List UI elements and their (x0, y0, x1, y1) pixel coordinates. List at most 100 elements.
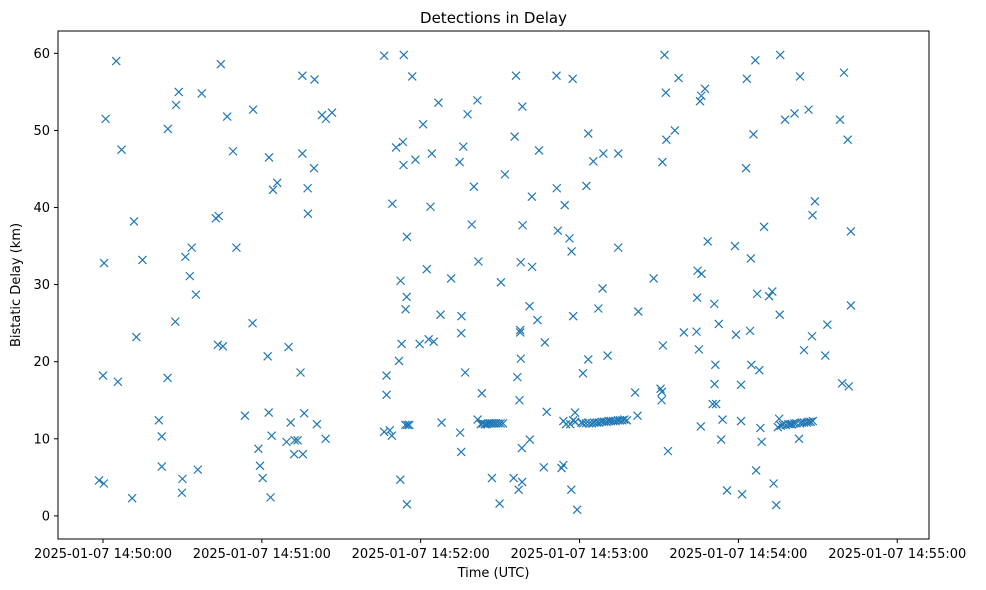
data-point (518, 220, 528, 230)
data-point (197, 89, 207, 98)
data-point (391, 142, 401, 152)
data-point (711, 399, 721, 409)
data-point (822, 320, 832, 330)
data-point (742, 74, 752, 84)
data-point (649, 274, 659, 283)
data-point (794, 434, 804, 444)
data-point (697, 269, 707, 279)
data-point (750, 55, 760, 65)
data-point (658, 341, 668, 350)
data-point (657, 157, 667, 167)
data-point (534, 146, 544, 155)
data-point (382, 371, 391, 381)
y-tick-label: 40 (33, 201, 50, 216)
data-point (487, 473, 497, 483)
data-point (264, 152, 274, 162)
data-point (657, 395, 667, 405)
data-point (598, 284, 607, 293)
data-point (533, 315, 542, 325)
data-point (489, 418, 499, 428)
data-point (426, 202, 435, 212)
data-point (477, 388, 487, 398)
data-point (718, 415, 727, 424)
data-point (722, 486, 732, 495)
data-point (804, 105, 813, 115)
y-axis-label: Bistatic Delay (km) (9, 223, 24, 347)
data-point (736, 380, 746, 390)
data-point (799, 345, 809, 355)
data-point (517, 443, 527, 453)
data-point (512, 372, 522, 382)
data-point (266, 492, 276, 502)
data-point (630, 388, 640, 397)
data-point (692, 293, 702, 303)
x-tick-label: 2025-01-07 14:53:00 (511, 547, 649, 562)
data-point (398, 137, 408, 147)
data-point (296, 368, 305, 377)
data-point (755, 423, 765, 433)
data-point (745, 326, 755, 336)
data-point (731, 330, 741, 340)
y-tick-label: 30 (33, 278, 50, 293)
data-point (741, 163, 751, 173)
data-point (163, 373, 173, 383)
data-point (808, 416, 818, 426)
data-point (400, 420, 410, 430)
data-point (396, 276, 405, 286)
data-point (656, 384, 665, 394)
y-tick-label: 60 (33, 47, 50, 62)
data-point (113, 377, 123, 387)
data-point (511, 71, 521, 81)
data-point (714, 319, 724, 329)
data-point (552, 183, 562, 193)
data-point (272, 178, 282, 188)
data-point (94, 475, 104, 485)
data-point (553, 226, 563, 236)
data-point (568, 74, 578, 84)
data-point (565, 419, 575, 429)
data-point (846, 227, 856, 236)
data-point (808, 210, 817, 220)
data-point (769, 479, 779, 488)
data-point (129, 216, 139, 226)
data-point (299, 408, 309, 418)
data-point (263, 351, 273, 361)
y-tick-label: 20 (33, 355, 50, 370)
data-point (583, 129, 593, 138)
data-point (810, 196, 820, 206)
data-point (775, 310, 785, 320)
data-point (515, 325, 525, 335)
data-point (737, 489, 747, 499)
data-point (255, 461, 265, 471)
data-point (154, 415, 164, 425)
data-point (312, 419, 322, 429)
data-point (437, 418, 447, 428)
data-point (700, 84, 710, 94)
data-point (214, 211, 224, 221)
data-point (560, 200, 570, 210)
data-point (402, 292, 412, 302)
data-point (527, 262, 537, 272)
data-point (844, 381, 854, 391)
data-point (583, 354, 593, 364)
data-point (284, 342, 294, 352)
data-point (293, 435, 303, 445)
data-point (457, 311, 466, 321)
data-point (415, 339, 425, 349)
data-point (472, 95, 482, 105)
data-point (835, 115, 845, 125)
data-point (290, 435, 300, 445)
data-point (424, 334, 434, 344)
data-point (759, 222, 769, 232)
data-point (382, 390, 391, 400)
data-point (456, 447, 466, 457)
data-point (456, 328, 466, 338)
data-point (387, 431, 397, 441)
data-point (213, 340, 223, 350)
data-point (268, 185, 278, 195)
data-point (248, 318, 258, 328)
data-point (267, 431, 277, 441)
data-point (248, 105, 258, 115)
data-point (117, 145, 126, 155)
